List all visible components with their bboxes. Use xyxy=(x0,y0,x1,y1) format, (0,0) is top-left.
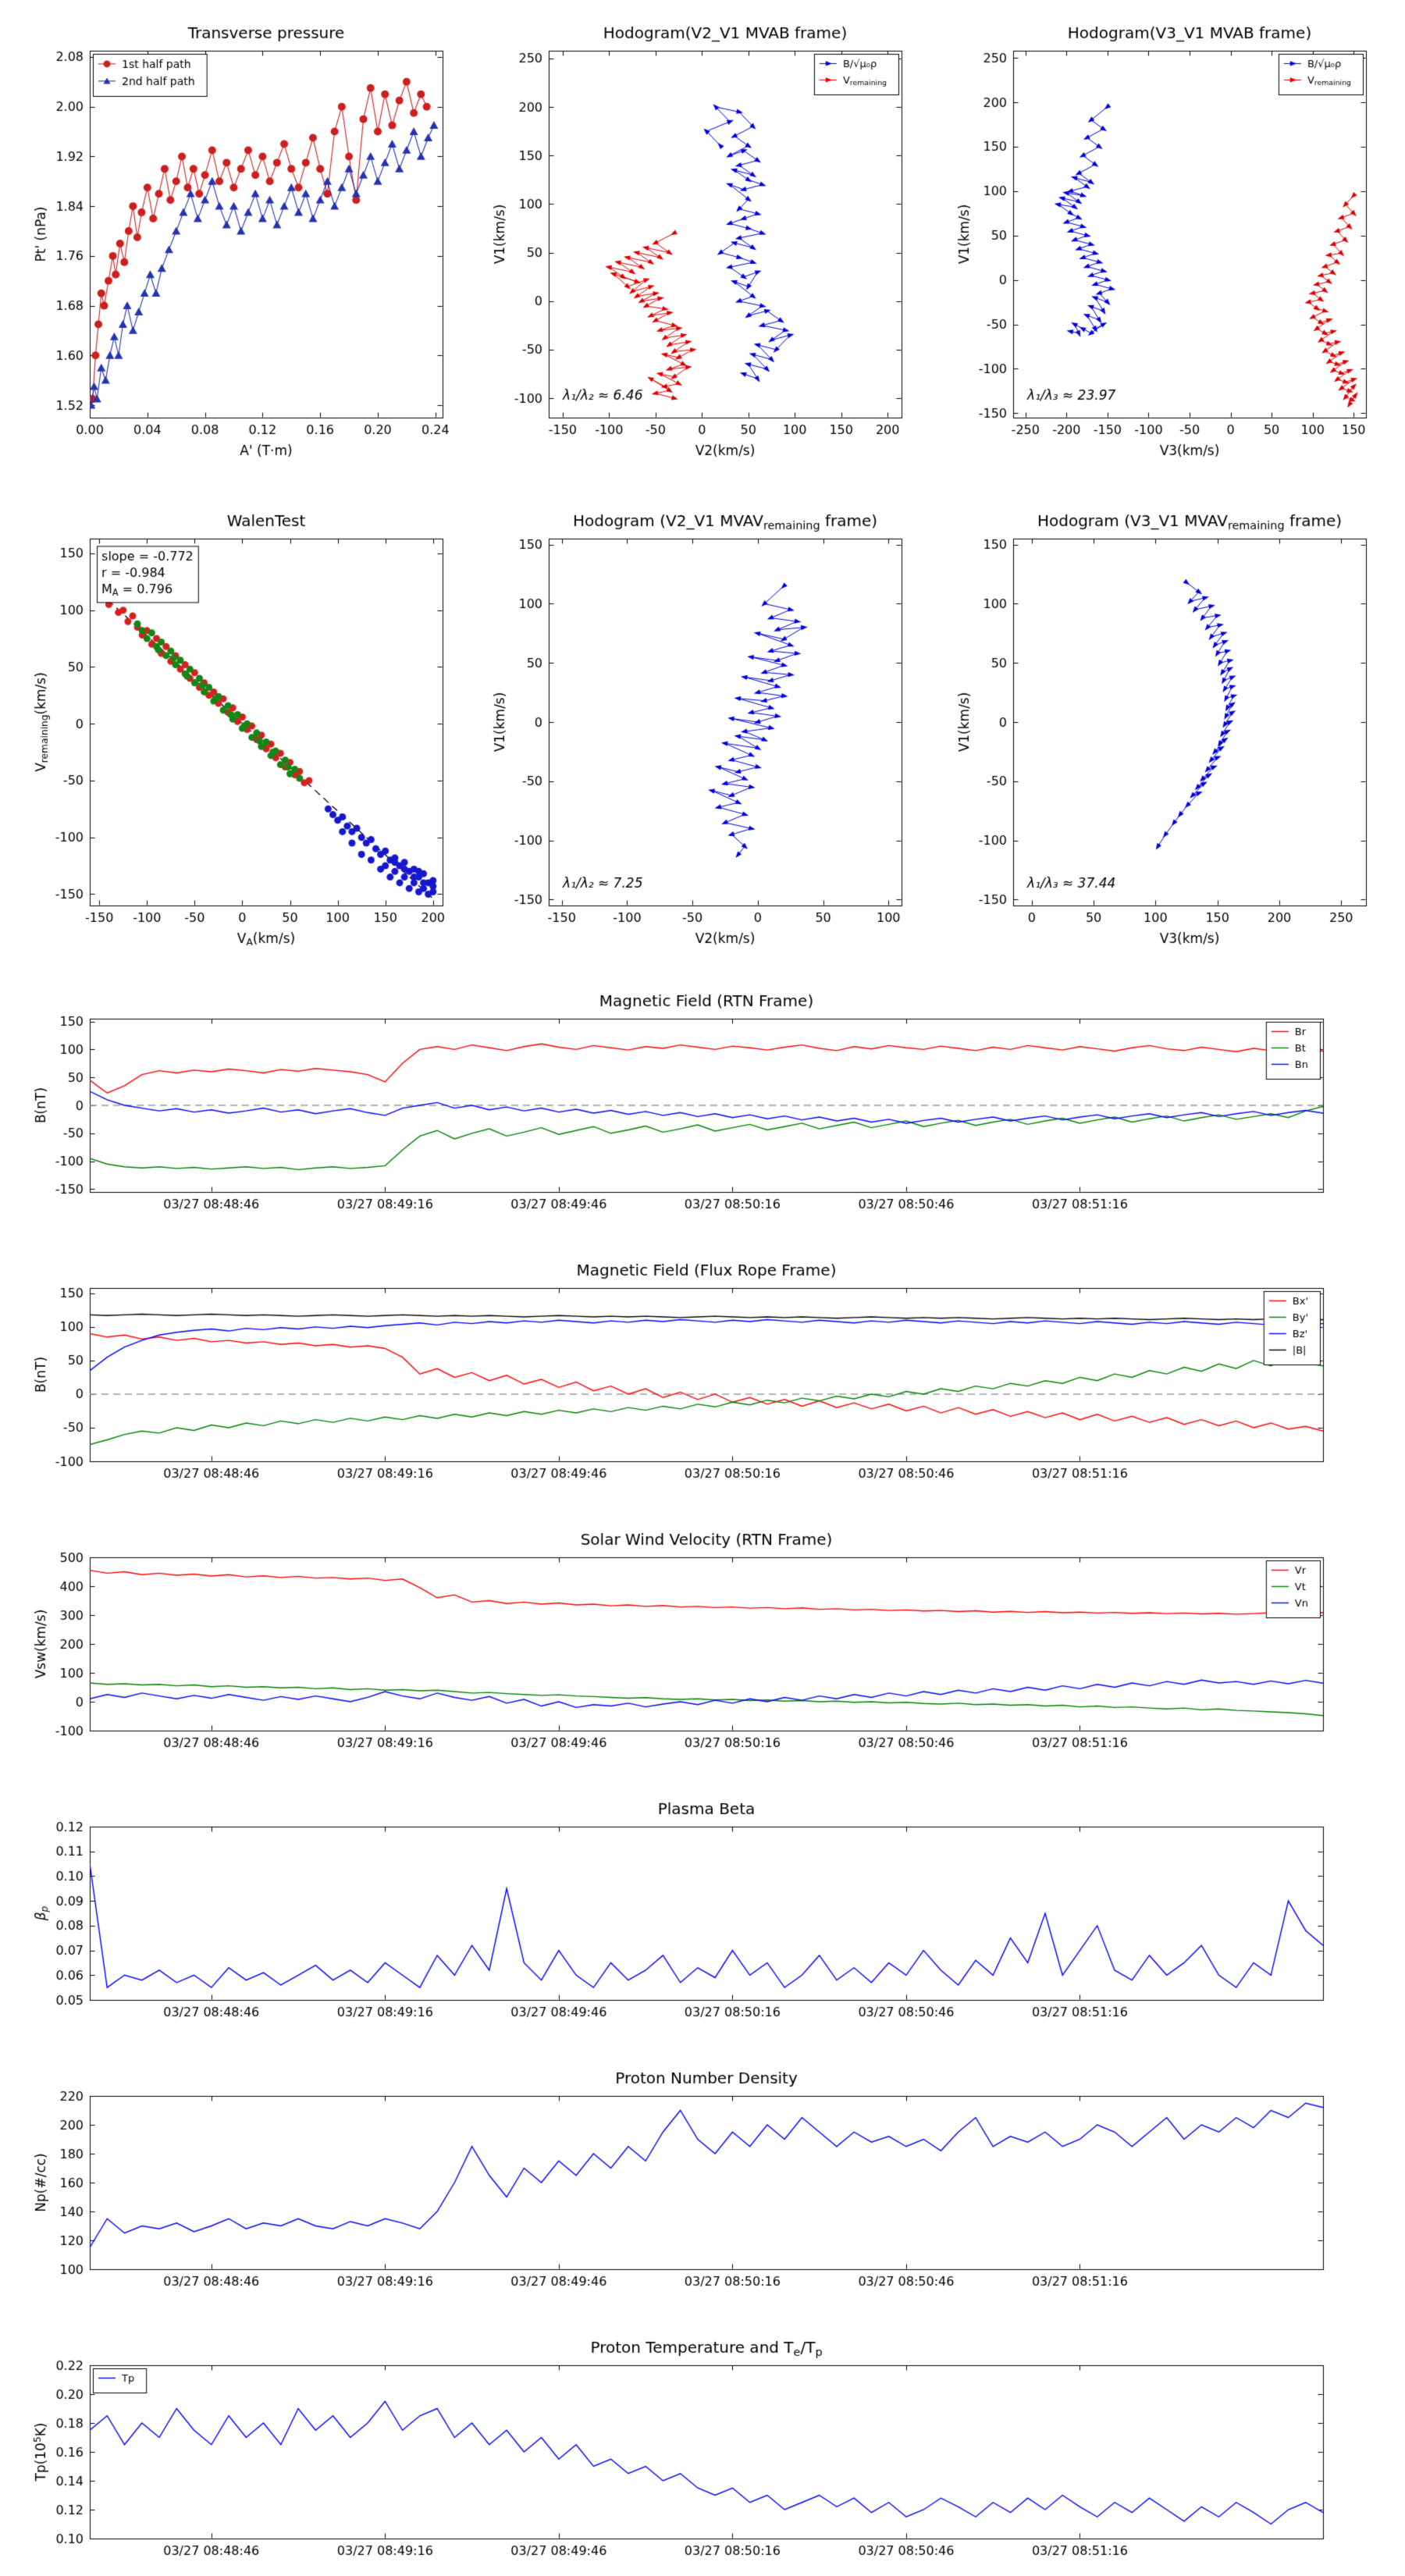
chart-proton-number-density xyxy=(20,2057,1366,2307)
chart-magnetic-field-rtn xyxy=(20,980,1366,1229)
chart-plasma-beta xyxy=(20,1788,1366,2037)
chart-proton-temperature xyxy=(20,2326,1366,2576)
chart-hodogram-v2v1-mvab xyxy=(467,12,916,472)
chart-magnetic-field-flux-rope xyxy=(20,1249,1366,1499)
chart-walen-test xyxy=(8,500,457,960)
chart-solar-wind-velocity xyxy=(20,1518,1366,1768)
chart-transverse-pressure xyxy=(8,12,457,472)
chart-hodogram-v3v1-mvav xyxy=(931,500,1380,960)
chart-hodogram-v2v1-mvav xyxy=(467,500,916,960)
chart-hodogram-v3v1-mvab xyxy=(931,12,1380,472)
